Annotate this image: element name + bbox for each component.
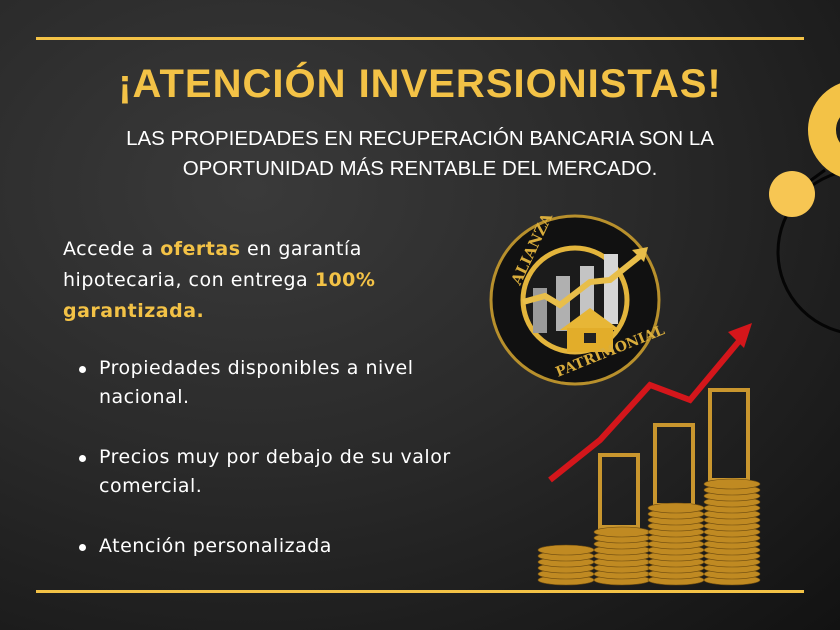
benefits-list: Propiedades disponibles a nivel nacional… bbox=[63, 354, 463, 592]
intro-highlight-guaranteed: 100% garantizada. bbox=[63, 269, 376, 322]
decor-arc bbox=[776, 170, 840, 334]
subtitle: LAS PROPIEDADES EN RECUPERACIÓN BANCARIA… bbox=[0, 124, 840, 184]
growth-arrow bbox=[548, 323, 752, 483]
bar-frame bbox=[653, 423, 695, 507]
intro-highlight-offers: ofertas bbox=[160, 238, 241, 260]
coin bbox=[537, 544, 595, 556]
top-divider bbox=[36, 37, 804, 40]
subtitle-line-1: LAS PROPIEDADES EN RECUPERACIÓN BANCARIA… bbox=[126, 127, 714, 150]
list-item: Propiedades disponibles a nivel nacional… bbox=[63, 354, 463, 412]
bar-frame bbox=[598, 453, 640, 529]
decor-ring bbox=[808, 83, 840, 177]
bar-frame bbox=[708, 388, 750, 482]
bottom-divider bbox=[36, 590, 804, 593]
list-item: Atención personalizada bbox=[63, 532, 463, 561]
page-title: ¡ATENCIÓN INVERSIONISTAS! bbox=[118, 62, 722, 106]
coin bbox=[647, 502, 705, 514]
list-item: Precios muy por debajo de su valor comer… bbox=[63, 443, 463, 501]
coin-stacks-illustration bbox=[537, 388, 761, 586]
intro-paragraph: Accede a ofertas en garantía hipotecaria… bbox=[63, 234, 443, 327]
intro-text: Accede a bbox=[63, 238, 161, 260]
logo-emblem: ALIANZA PATRIMONIAL bbox=[489, 210, 667, 386]
intro-text: en garantía hipotecaria, con entrega bbox=[63, 238, 362, 291]
subtitle-line-2: OPORTUNIDAD MÁS RENTABLE DEL MERCADO. bbox=[182, 157, 658, 180]
coin bbox=[703, 478, 761, 490]
coin bbox=[593, 526, 651, 538]
decor-dot bbox=[769, 171, 815, 217]
